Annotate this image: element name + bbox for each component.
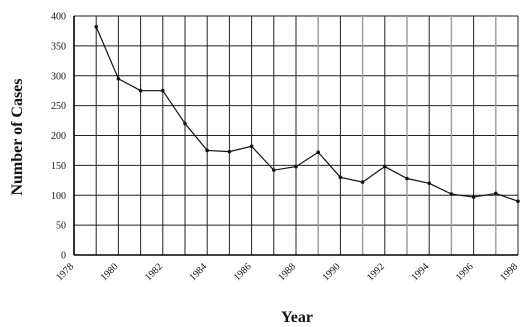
data-point <box>360 180 365 184</box>
data-point <box>272 168 276 172</box>
data-point <box>471 195 476 199</box>
grid <box>74 15 519 255</box>
y-tick-label: 0 <box>61 251 66 262</box>
x-axis-title: Year <box>281 309 313 326</box>
x-tick-label: 1986 <box>232 261 254 283</box>
data-point <box>94 24 98 29</box>
data-point <box>116 76 121 81</box>
data-point <box>138 88 143 93</box>
y-tick-label: 300 <box>51 71 66 82</box>
x-tick-label: 1980 <box>99 261 121 283</box>
data-point <box>449 192 454 196</box>
data-point <box>405 176 409 181</box>
y-tick-label: 200 <box>51 131 66 142</box>
series-line-path <box>95 26 519 202</box>
data-point <box>316 150 321 155</box>
x-tick-labels: 1978 1980 1982 1984 1986 1988 1990 1992 1994 1996… <box>54 261 520 283</box>
data-point <box>294 164 298 169</box>
data-point <box>161 88 165 93</box>
data-point <box>494 191 498 196</box>
x-tick-label: 1988 <box>276 261 298 283</box>
data-point <box>338 175 343 180</box>
x-tick-label: 1984 <box>187 261 209 283</box>
x-tick-label: 1994 <box>409 261 431 283</box>
series-line <box>94 24 520 204</box>
y-tick-label: 250 <box>51 101 66 112</box>
x-tick-label: 1990 <box>321 261 343 283</box>
data-point <box>249 144 254 149</box>
y-tick-label: 350 <box>51 41 66 52</box>
y-tick-label: 150 <box>51 161 66 172</box>
x-tick-label: 1992 <box>365 261 387 283</box>
data-point <box>383 164 387 169</box>
x-tick-label: 1998 <box>498 261 520 283</box>
data-point <box>227 149 232 154</box>
data-point <box>516 199 520 204</box>
data-point <box>205 148 209 153</box>
x-tick-label: 1978 <box>54 261 76 283</box>
x-tick-label: 1996 <box>454 261 476 283</box>
data-point <box>427 181 432 186</box>
y-axis-title: Number of Cases <box>9 78 26 195</box>
y-tick-label: 400 <box>51 12 66 23</box>
x-tick-label: 1982 <box>143 261 165 283</box>
axes <box>73 16 518 256</box>
y-tick-label: 100 <box>51 191 66 202</box>
data-point <box>183 121 187 126</box>
y-tick-label: 50 <box>56 221 66 232</box>
y-tick-labels: 0 50 100 150 200 250 300 350 400 <box>51 12 66 262</box>
